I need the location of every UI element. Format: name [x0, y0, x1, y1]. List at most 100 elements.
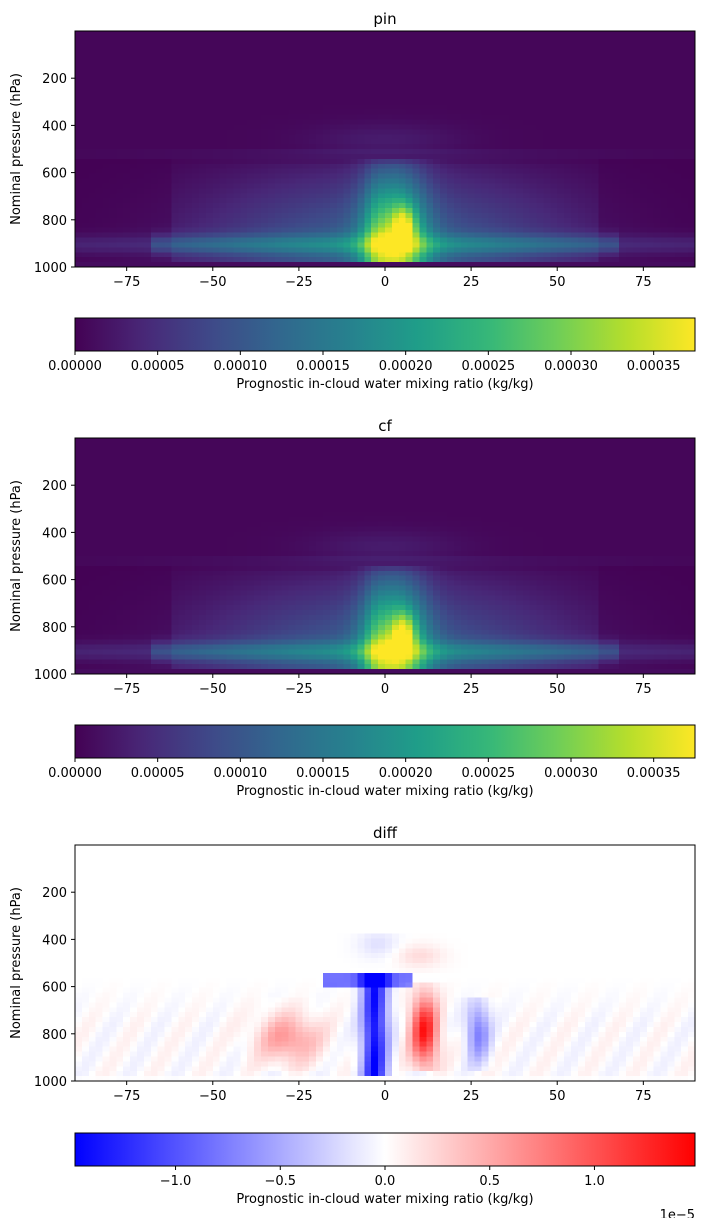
heatmap-cell: [515, 178, 524, 185]
heatmap-cell: [467, 168, 476, 175]
heatmap-cell: [150, 639, 159, 646]
heatmap-cell: [605, 158, 613, 165]
heatmap-cell: [254, 139, 262, 145]
heatmap-cell: [309, 212, 317, 219]
heatmap-cell: [674, 227, 682, 234]
heatmap-cell: [557, 257, 565, 263]
heatmap-cell: [398, 55, 407, 62]
heatmap-cell: [495, 31, 503, 37]
heatmap-cell: [509, 242, 517, 248]
heatmap-cell: [329, 173, 338, 180]
heatmap-cell: [481, 40, 489, 47]
heatmap-cell: [557, 75, 565, 81]
heatmap-cell: [412, 198, 421, 204]
heatmap-cell: [481, 114, 489, 121]
heatmap-cell: [157, 183, 166, 189]
heatmap-cell: [102, 482, 111, 488]
heatmap-cell: [357, 178, 365, 185]
heatmap-cell: [102, 237, 111, 244]
heatmap-cell: [185, 109, 193, 116]
heatmap-cell: [164, 208, 173, 214]
heatmap-cell: [350, 40, 359, 47]
heatmap-cell: [130, 536, 138, 542]
heatmap-cell: [123, 183, 131, 189]
heatmap-cell: [681, 114, 689, 121]
heatmap-cell: [88, 521, 97, 528]
heatmap-cell: [536, 40, 545, 47]
heatmap-cell: [261, 212, 269, 219]
heatmap-cell: [619, 85, 627, 91]
heatmap-cell: [515, 45, 524, 52]
heatmap-cell: [164, 252, 173, 258]
heatmap-cell: [157, 531, 166, 537]
heatmap-cell: [605, 227, 613, 234]
heatmap-cell: [336, 104, 345, 111]
heatmap-cell: [653, 203, 662, 209]
heatmap-cell: [591, 178, 600, 185]
heatmap-cell: [81, 497, 90, 503]
heatmap-cell: [584, 70, 593, 76]
heatmap-cell: [453, 257, 462, 263]
heatmap-cell: [75, 65, 83, 71]
heatmap-cell: [75, 570, 83, 577]
heatmap-cell: [433, 262, 441, 268]
heatmap-cell: [460, 178, 469, 185]
heatmap-cell: [674, 70, 682, 76]
heatmap-cell: [95, 252, 104, 258]
heatmap-cell: [192, 168, 200, 175]
heatmap-cell: [288, 203, 297, 209]
heatmap-cell: [274, 35, 283, 42]
heatmap-cell: [247, 80, 255, 86]
heatmap-cell: [226, 212, 235, 219]
heatmap-cell: [371, 45, 379, 52]
heatmap-cell: [205, 31, 214, 37]
heatmap-cell: [295, 99, 303, 106]
heatmap-cell: [598, 198, 607, 204]
heatmap-cell: [577, 217, 586, 224]
heatmap-cell: [267, 75, 276, 81]
heatmap-cell: [557, 144, 565, 150]
heatmap-cell: [639, 35, 648, 42]
heatmap-cell: [274, 75, 283, 81]
heatmap-cell: [612, 193, 620, 199]
heatmap-cell: [150, 237, 159, 244]
heatmap-cell: [261, 31, 269, 37]
heatmap-cell: [453, 262, 462, 268]
heatmap-cell: [564, 183, 572, 189]
heatmap-cell: [116, 60, 124, 67]
heatmap-cell: [150, 629, 159, 636]
heatmap-cell: [688, 158, 696, 165]
heatmap-cell: [357, 124, 365, 130]
heatmap-cell: [247, 134, 255, 140]
heatmap-cell: [481, 31, 489, 37]
heatmap-cell: [667, 129, 675, 135]
heatmap-cell: [185, 104, 193, 111]
heatmap-cell: [309, 50, 317, 57]
heatmap-cell: [536, 247, 545, 253]
heatmap-cell: [95, 198, 104, 204]
heatmap-cell: [288, 242, 297, 248]
heatmap-cell: [564, 153, 572, 160]
heatmap-cell: [143, 178, 152, 185]
heatmap-cell: [364, 70, 372, 76]
heatmap-cell: [116, 649, 124, 655]
heatmap-cell: [688, 203, 696, 209]
heatmap-cell: [391, 153, 400, 160]
heatmap-cell: [130, 580, 138, 587]
heatmap-cell: [460, 217, 469, 224]
heatmap-cell: [247, 198, 255, 204]
heatmap-cell: [488, 109, 496, 116]
heatmap-cell: [130, 467, 138, 474]
heatmap-cell: [564, 217, 572, 224]
heatmap-cell: [364, 149, 372, 155]
heatmap-cell: [281, 94, 290, 101]
heatmap-cell: [522, 114, 531, 121]
heatmap-cell: [447, 60, 455, 67]
heatmap-cell: [164, 129, 173, 135]
heatmap-cell: [626, 203, 634, 209]
heatmap-cell: [143, 639, 152, 646]
heatmap-cell: [123, 664, 131, 670]
heatmap-cell: [329, 129, 338, 135]
heatmap-cell: [398, 134, 407, 140]
heatmap-cell: [626, 114, 634, 121]
